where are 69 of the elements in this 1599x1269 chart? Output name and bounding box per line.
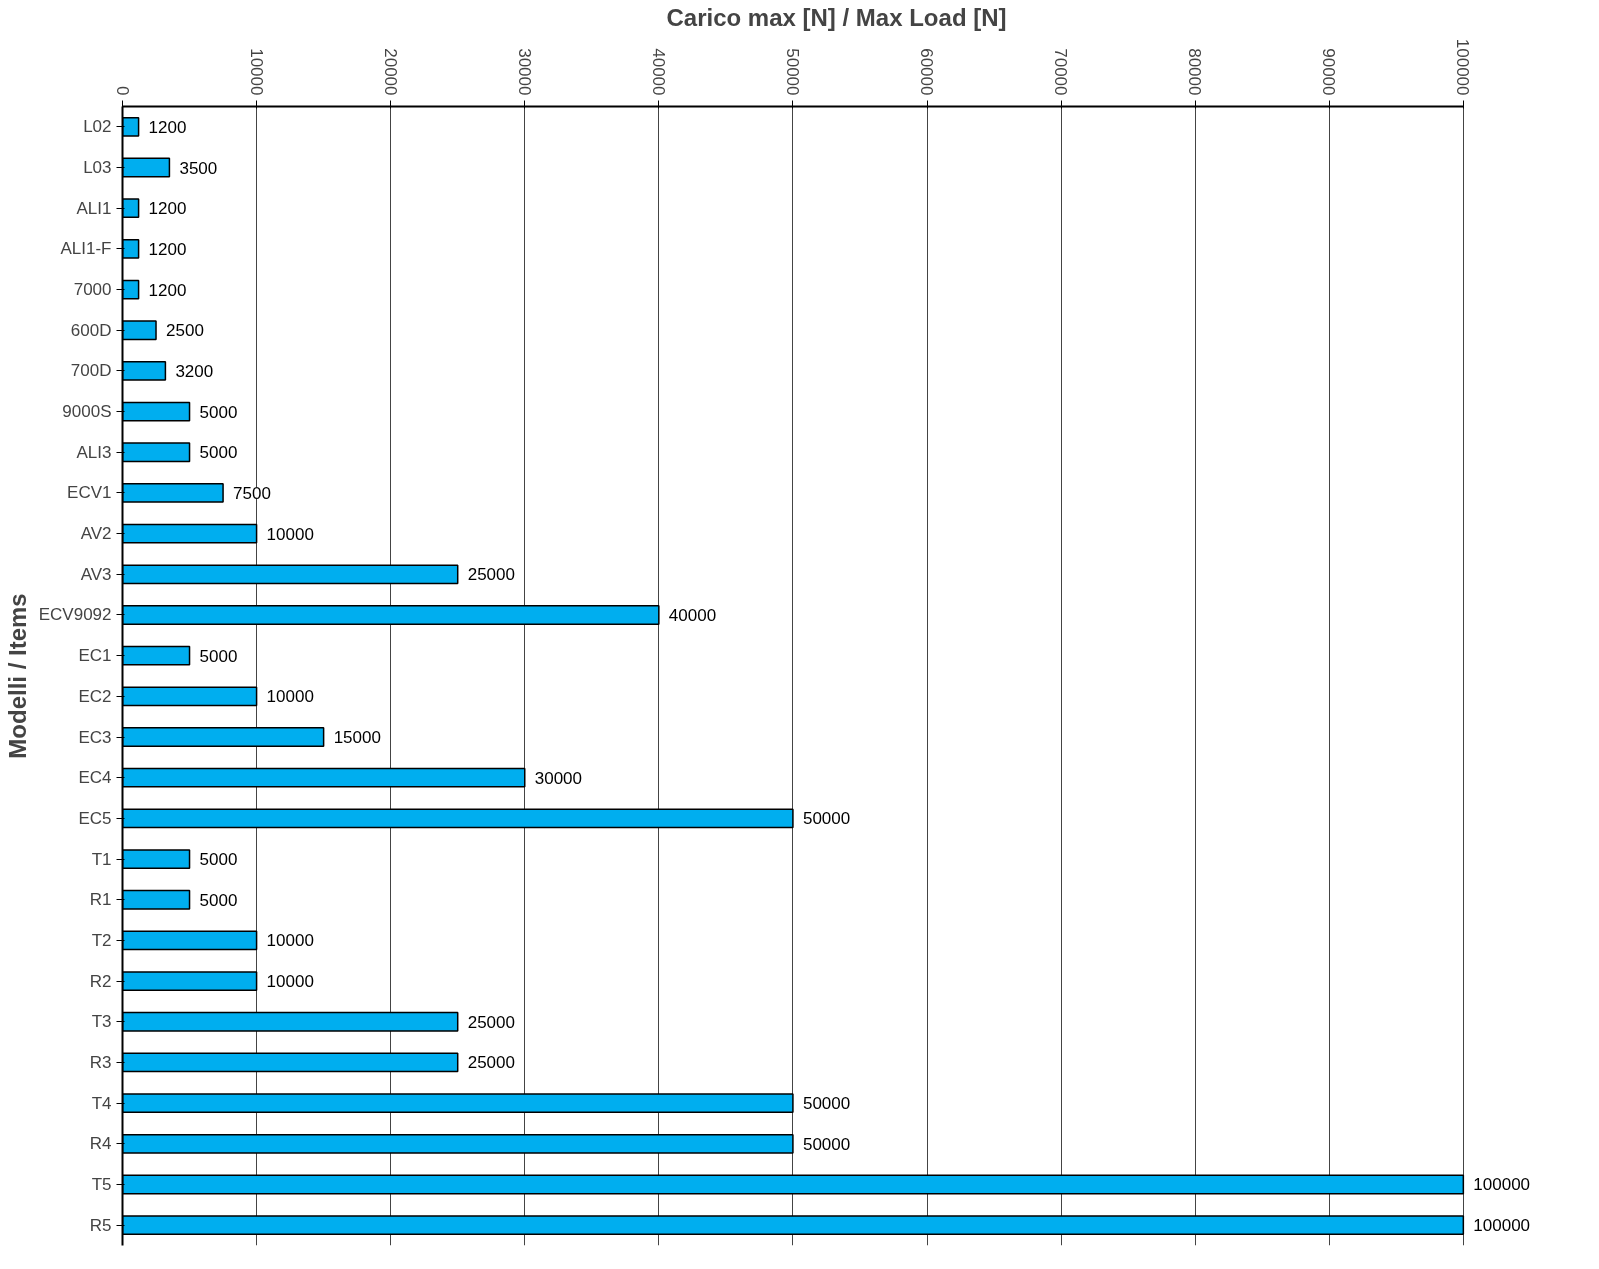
y-tick-label: ALI3 bbox=[76, 442, 112, 462]
y-tick-label: ECV9092 bbox=[38, 605, 112, 625]
y-tick-label: EC3 bbox=[78, 727, 112, 747]
x-tick-label: 80000 bbox=[1185, 48, 1205, 96]
y-tick-label: T2 bbox=[91, 930, 112, 950]
x-tick-label: 40000 bbox=[648, 48, 668, 96]
data-label: 2500 bbox=[166, 321, 204, 341]
data-label: 10000 bbox=[266, 687, 314, 707]
y-tick-label: 7000 bbox=[73, 280, 112, 300]
data-label: 3200 bbox=[175, 361, 214, 381]
data-label: 50000 bbox=[802, 1134, 851, 1154]
y-tick-label: T1 bbox=[91, 849, 112, 869]
y-tick-label: L02 bbox=[83, 117, 112, 137]
y-tick-label: ALI1-F bbox=[60, 239, 112, 259]
y-tick-label: 700D bbox=[70, 361, 112, 381]
data-label: 10000 bbox=[266, 972, 314, 992]
x-axis-title: Carico max [N] / Max Load [N] bbox=[666, 3, 1007, 31]
y-tick-label: R1 bbox=[89, 890, 112, 910]
y-axis-title: Modelli / Items bbox=[3, 593, 31, 759]
data-label: 5000 bbox=[199, 850, 238, 870]
data-label: 50000 bbox=[802, 809, 851, 829]
data-label: 5000 bbox=[199, 646, 238, 666]
data-label: 15000 bbox=[333, 728, 381, 748]
x-tick-label: 20000 bbox=[380, 48, 400, 96]
y-tick-label: 9000S bbox=[62, 402, 112, 422]
data-label: 5000 bbox=[199, 443, 238, 463]
y-tick-label: AV3 bbox=[80, 564, 112, 584]
data-label: 10000 bbox=[266, 931, 314, 951]
data-label: 1200 bbox=[148, 117, 187, 137]
data-label: 10000 bbox=[266, 524, 314, 544]
y-tick-label: 600D bbox=[70, 320, 112, 340]
y-tick-label: AV2 bbox=[80, 524, 112, 544]
data-label: 5000 bbox=[199, 402, 238, 422]
y-tick-label: T4 bbox=[91, 1093, 112, 1113]
data-label: 40000 bbox=[668, 605, 717, 625]
data-label: 1200 bbox=[148, 199, 187, 219]
data-label: 1200 bbox=[148, 280, 187, 300]
data-label: 1200 bbox=[148, 239, 187, 259]
data-label: 30000 bbox=[534, 768, 583, 788]
y-tick-label: ALI1 bbox=[76, 198, 112, 218]
y-tick-label: R5 bbox=[89, 1215, 112, 1235]
data-label: 7500 bbox=[233, 483, 271, 503]
y-tick-label: EC1 bbox=[78, 646, 112, 666]
data-label: 25000 bbox=[467, 565, 515, 585]
data-label: 100000 bbox=[1473, 1175, 1531, 1195]
x-tick-label: 30000 bbox=[514, 48, 534, 96]
data-label: 25000 bbox=[467, 1012, 515, 1032]
y-tick-label: ECV1 bbox=[67, 483, 112, 503]
data-label: 3500 bbox=[179, 158, 218, 178]
x-tick-label: 0 bbox=[112, 86, 132, 96]
data-label: 25000 bbox=[467, 1053, 515, 1073]
y-tick-label: R3 bbox=[89, 1052, 112, 1072]
y-tick-label: EC2 bbox=[78, 686, 112, 706]
x-tick-label: 70000 bbox=[1051, 48, 1071, 96]
x-tick-label: 100000 bbox=[1453, 38, 1473, 96]
y-tick-label: R2 bbox=[89, 971, 112, 991]
y-tick-label: R4 bbox=[89, 1134, 112, 1154]
data-label: 50000 bbox=[802, 1094, 851, 1114]
x-tick-label: 90000 bbox=[1319, 48, 1339, 96]
y-tick-label: EC4 bbox=[78, 768, 112, 788]
x-tick-label: 60000 bbox=[917, 48, 937, 96]
y-tick-label: T5 bbox=[91, 1174, 112, 1194]
data-label: 100000 bbox=[1473, 1216, 1531, 1236]
y-tick-label: L03 bbox=[83, 158, 112, 178]
x-tick-label: 50000 bbox=[782, 48, 802, 96]
y-tick-label: T3 bbox=[91, 1012, 112, 1032]
data-label: 5000 bbox=[199, 890, 238, 910]
y-tick-label: EC5 bbox=[78, 808, 112, 828]
x-tick-label: 10000 bbox=[246, 48, 266, 96]
